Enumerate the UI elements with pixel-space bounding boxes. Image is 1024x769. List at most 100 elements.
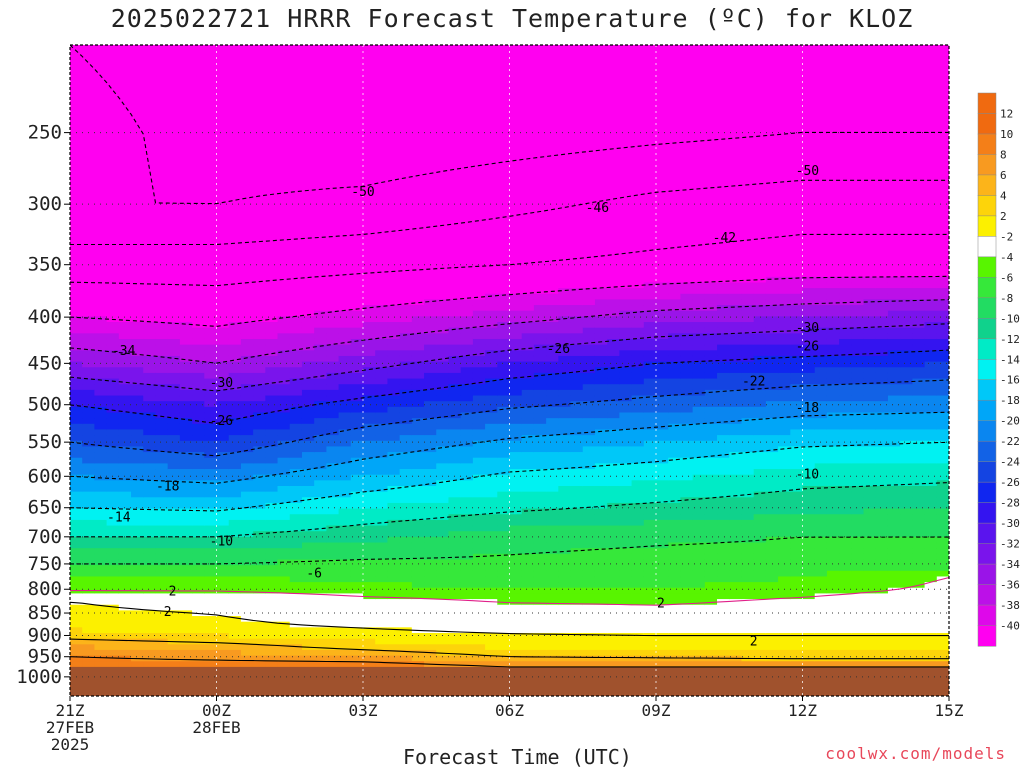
temperature-cell [118,231,132,238]
temperature-cell [546,293,559,301]
temperature-cell [155,401,169,408]
temperature-cell [619,163,633,170]
temperature-cell [314,446,327,453]
temperature-cell [94,661,108,668]
temperature-cell [204,469,218,476]
temperature-cell [253,124,266,131]
temperature-cell [167,146,181,154]
temperature-cell [521,553,535,561]
temperature-cell [204,491,218,498]
temperature-cell [289,112,303,120]
temperature-cell [436,327,450,334]
temperature-cell [546,497,559,504]
temperature-cell [424,570,437,578]
temperature-cell [167,412,181,419]
temperature-cell [424,531,437,538]
temperature-cell [399,327,413,334]
temperature-cell [570,599,584,606]
temperature-cell [216,582,230,589]
temperature-cell [607,469,620,476]
temperature-cell [277,192,291,199]
temperature-cell [411,553,425,561]
temperature-cell [375,469,389,476]
temperature-cell [338,621,352,628]
temperature-cell [521,570,535,578]
temperature-cell [387,152,401,159]
temperature-cell [594,118,608,125]
temperature-cell [436,56,450,63]
temperature-cell [533,649,547,657]
temperature-cell [448,429,462,436]
temperature-cell [607,372,620,380]
temperature-cell [594,316,608,323]
temperature-cell [289,242,303,250]
temperature-cell [118,327,132,334]
temperature-cell [192,378,205,385]
temperature-cell [301,553,315,561]
temperature-cell [460,644,474,651]
temperature-cell [289,508,303,515]
temperature-cell [289,661,303,668]
temperature-cell [607,73,620,80]
temperature-cell [106,440,120,448]
temperature-cell [179,231,193,238]
temperature-cell [106,84,120,91]
temperature-cell [94,197,108,204]
temperature-cell [497,474,511,481]
temperature-cell [326,649,340,657]
temperature-cell [179,389,193,397]
temperature-cell [338,565,352,572]
temperature-cell [240,169,254,176]
temperature-cell [607,655,620,662]
temperature-cell [82,208,96,216]
temperature-cell [326,384,340,391]
temperature-cell [546,599,559,606]
temperature-cell [558,457,572,464]
temperature-cell [118,248,132,255]
temperature-cell [106,384,120,391]
temperature-cell [338,95,352,103]
temperature-cell [607,446,620,453]
temperature-cell [619,265,633,272]
temperature-cell [118,242,132,250]
temperature-cell [485,333,498,340]
temperature-cell [82,474,96,481]
temperature-cell [289,395,303,402]
temperature-cell [289,531,303,538]
temperature-cell [277,338,291,346]
temperature-cell [460,655,474,662]
temperature-cell [594,514,608,521]
temperature-cell [106,254,120,261]
temperature-cell [192,446,205,453]
temperature-cell [118,412,132,419]
temperature-cell [314,163,327,170]
temperature-cell [192,497,205,504]
temperature-cell [448,276,462,284]
temperature-cell [558,95,572,103]
temperature-cell [350,378,364,385]
temperature-cell [497,152,511,159]
temperature-cell [143,395,157,402]
temperature-cell [326,146,340,154]
temperature-cell [131,621,144,628]
temperature-cell [240,208,254,216]
temperature-cell [570,344,584,351]
temperature-cell [265,627,279,634]
temperature-cell [167,508,181,515]
temperature-cell [228,333,242,340]
temperature-cell [265,310,279,317]
temperature-cell [289,135,303,142]
temperature-cell [436,655,450,662]
temperature-cell [448,344,462,351]
temperature-cell [521,192,535,199]
temperature-cell [131,649,144,657]
temperature-cell [582,271,596,278]
temperature-cell [607,457,620,464]
temperature-cell [387,435,401,442]
temperature-cell [179,45,193,52]
temperature-cell [314,604,327,611]
temperature-cell [485,56,498,63]
temperature-cell [399,435,413,442]
temperature-cell [424,158,437,165]
temperature-cell [485,118,498,125]
